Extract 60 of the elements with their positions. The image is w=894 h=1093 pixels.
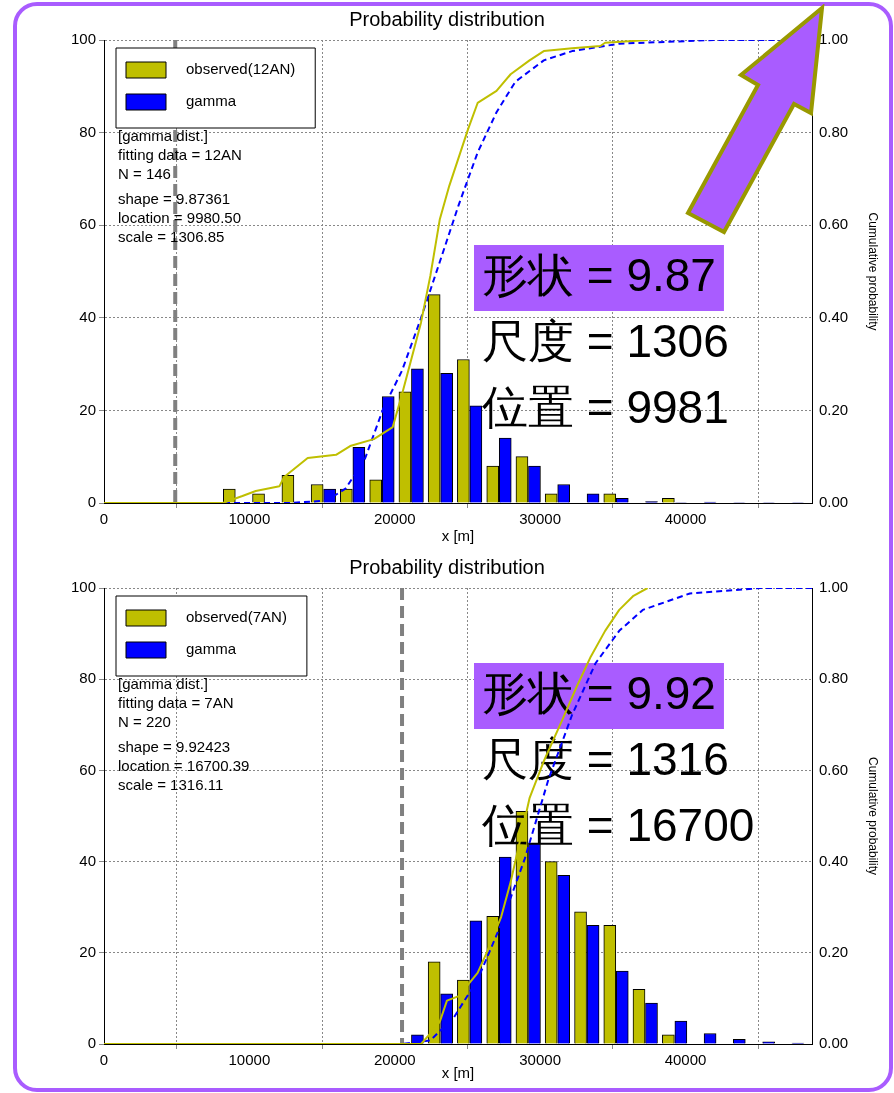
y-tick-label: 40: [79, 307, 96, 325]
legend-label: gamma: [186, 92, 237, 110]
x-tick-label: 0: [99, 1051, 109, 1069]
x-tick-label: 20000: [373, 1051, 416, 1069]
x-tick-label: 40000: [664, 510, 707, 528]
legend-label: observed(7AN): [186, 608, 287, 626]
annotation: scale = 1306.85: [118, 228, 225, 246]
annotation: 尺度 = 1306: [482, 314, 729, 367]
annotation: 形状 = 9.87: [482, 248, 716, 301]
y-tick-label: 80: [79, 122, 96, 140]
annotation: N = 220: [118, 713, 171, 731]
y-tick-label: 100: [70, 30, 96, 48]
x-tick-label: 10000: [228, 1051, 271, 1069]
chart-title: Probability distribution: [349, 7, 545, 30]
x-axis-title: x [m]: [441, 527, 475, 545]
y2-tick-label: 1.00: [819, 30, 849, 48]
x-tick-label: 10000: [228, 510, 271, 528]
y2-tick-label: 0.00: [819, 493, 849, 511]
x-tick-label: 20000: [373, 510, 416, 528]
y-tick-label: 80: [79, 669, 96, 687]
x-axis-title: x [m]: [441, 1064, 475, 1082]
annotation: fitting data = 12AN: [118, 146, 242, 164]
annotation: shape = 9.92423: [118, 738, 231, 756]
y-tick-label: 20: [79, 400, 96, 418]
annotation: location = 16700.39: [118, 757, 250, 775]
x-tick-label: 30000: [519, 1051, 561, 1069]
annotation: shape = 9.87361: [118, 190, 231, 208]
y-tick-label: 40: [79, 851, 96, 869]
y-tick-label: 100: [70, 578, 96, 596]
x-tick-label: 30000: [519, 510, 561, 528]
x-tick-label: 0: [99, 510, 109, 528]
legend-label: gamma: [186, 640, 237, 658]
x-tick-label: 40000: [664, 1051, 707, 1069]
annotation: fitting data = 7AN: [118, 694, 234, 712]
y2-axis-title: Cumulative probability: [866, 756, 881, 876]
y2-tick-label: 0.80: [819, 669, 849, 687]
y-tick-label: 0: [87, 1034, 96, 1052]
y2-tick-label: 0.40: [819, 851, 849, 869]
chart-title: Probability distribution: [349, 555, 545, 578]
annotation: N = 146: [118, 165, 171, 183]
annotation: 位置 = 9981: [482, 380, 729, 433]
annotation: scale = 1316.11: [118, 776, 224, 794]
annotation: [gamma dist.]: [118, 675, 209, 693]
y2-tick-label: 0.80: [819, 122, 849, 140]
y2-tick-label: 0.60: [819, 760, 849, 778]
y-tick-label: 20: [79, 942, 96, 960]
y2-tick-label: 0.20: [819, 942, 849, 960]
y2-tick-label: 0.00: [819, 1034, 849, 1052]
y2-tick-label: 0.60: [819, 215, 849, 233]
annotation: [gamma dist.]: [118, 127, 209, 145]
y2-tick-label: 1.00: [819, 578, 849, 596]
y-tick-label: 60: [79, 760, 96, 778]
y-tick-label: 60: [79, 215, 96, 233]
y2-tick-label: 0.20: [819, 400, 849, 418]
annotation: 形状 = 9.92: [482, 666, 716, 719]
annotation: location = 9980.50: [118, 209, 242, 227]
y2-tick-label: 0.40: [819, 307, 849, 325]
y2-axis-title: Cumulative probability: [866, 212, 881, 331]
y-tick-label: 0: [87, 493, 96, 511]
legend-label: observed(12AN): [186, 60, 296, 78]
